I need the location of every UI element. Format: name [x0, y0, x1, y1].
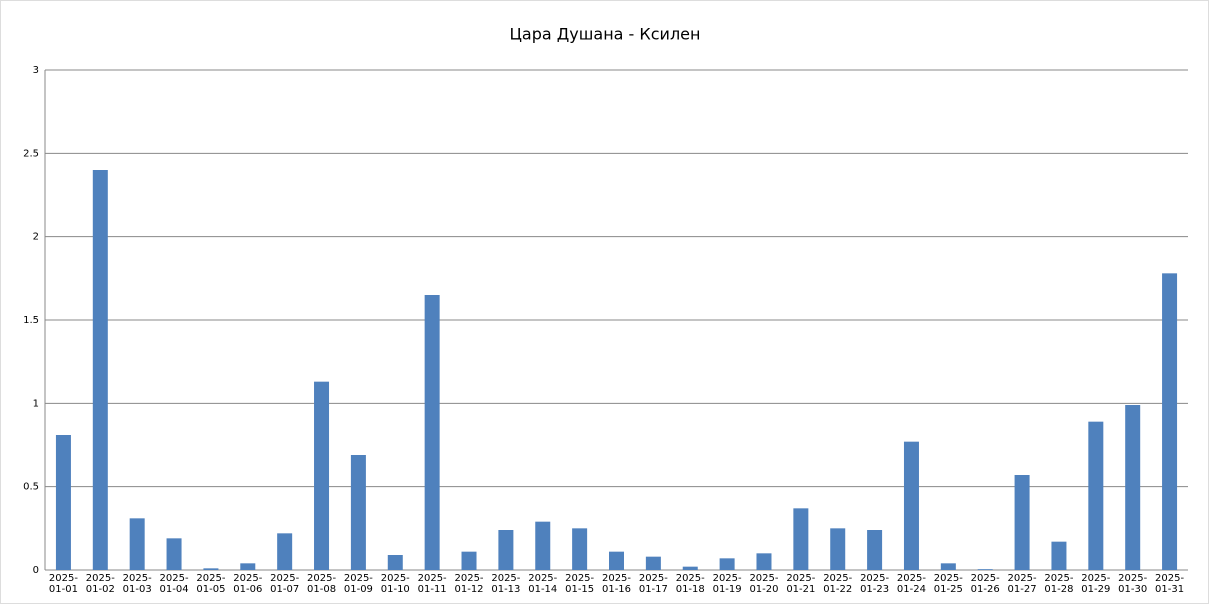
chart-title: Цара Душана - Ксилен — [510, 25, 701, 44]
bar — [461, 551, 477, 570]
bar — [240, 563, 256, 570]
x-tick-label: 2025-01-12 — [454, 573, 484, 595]
x-tick-label: 2025-01-22 — [823, 573, 853, 595]
x-tick-label: 2025-01-16 — [601, 573, 632, 595]
bar — [572, 528, 588, 570]
bar — [940, 563, 956, 570]
x-tick-label: 2025-01-17 — [638, 573, 668, 595]
bar — [55, 435, 71, 570]
x-tick-label: 2025-01-15 — [565, 573, 595, 595]
x-tick-label: 2025-01-11 — [417, 573, 447, 595]
y-tick-label: 2 — [33, 232, 39, 243]
bar — [92, 170, 108, 570]
bar — [793, 508, 809, 570]
bar — [645, 556, 661, 570]
bar — [682, 566, 698, 570]
bar — [756, 553, 772, 570]
x-tick-label: 2025-01-24 — [896, 573, 926, 595]
x-tick-label: 2025-01-05 — [196, 573, 226, 595]
bar — [1051, 541, 1067, 570]
bar — [314, 381, 330, 570]
x-tick-label: 2025-01-20 — [749, 573, 779, 595]
y-tick-label: 1 — [33, 398, 39, 409]
y-tick-label: 1.5 — [23, 315, 39, 326]
bar — [1014, 475, 1030, 570]
x-tick-label: 2025-01-26 — [970, 573, 1000, 595]
bar — [903, 441, 919, 570]
x-tick-label: 2025-01-25 — [933, 573, 963, 595]
bar — [830, 528, 846, 570]
x-tick-label: 2025-01-01 — [48, 573, 78, 595]
x-tick-label: 2025-01-04 — [159, 573, 189, 595]
x-tick-label: 2025-01-23 — [860, 573, 890, 595]
y-tick-label: 0 — [33, 565, 39, 576]
y-tick-label: 0.5 — [23, 482, 39, 493]
x-tick-label: 2025-01-08 — [307, 573, 337, 595]
x-tick-label: 2025-01-06 — [233, 573, 263, 595]
bar — [1162, 273, 1178, 570]
bar — [535, 521, 551, 570]
x-tick-label: 2025-01-31 — [1155, 573, 1185, 595]
bar — [867, 530, 883, 570]
bar — [350, 455, 366, 570]
x-tick-label: 2025-01-14 — [528, 573, 558, 595]
bar — [977, 569, 993, 570]
y-tick-label: 2.5 — [23, 148, 39, 159]
x-tick-label: 2025-01-21 — [786, 573, 816, 595]
x-tick-label: 2025-01-18 — [675, 573, 705, 595]
x-tick-label: 2025-01-03 — [122, 573, 152, 595]
bar — [387, 555, 403, 570]
x-tick-label: 2025-01-09 — [343, 573, 373, 595]
bar — [1088, 421, 1104, 570]
bar — [166, 538, 182, 570]
x-tick-label: 2025-01-10 — [380, 573, 410, 595]
bar — [129, 518, 145, 570]
bar — [609, 551, 624, 570]
x-tick-label: 2025-01-07 — [270, 573, 300, 595]
x-tick-label: 2025-01-30 — [1118, 573, 1148, 595]
bar — [719, 558, 735, 570]
x-tick-label: 2025-01-02 — [85, 573, 115, 595]
bar — [277, 533, 293, 570]
x-tick-label: 2025-01-19 — [712, 573, 742, 595]
bar — [203, 568, 219, 570]
bar — [1125, 405, 1141, 570]
x-tick-label: 2025-01-27 — [1007, 573, 1037, 595]
bar — [498, 530, 514, 570]
x-tick-label: 2025-01-29 — [1081, 573, 1111, 595]
x-tick-label: 2025-01-13 — [491, 573, 521, 595]
y-tick-label: 3 — [33, 65, 39, 76]
x-tick-label: 2025-01-28 — [1044, 573, 1074, 595]
bar — [424, 295, 440, 570]
